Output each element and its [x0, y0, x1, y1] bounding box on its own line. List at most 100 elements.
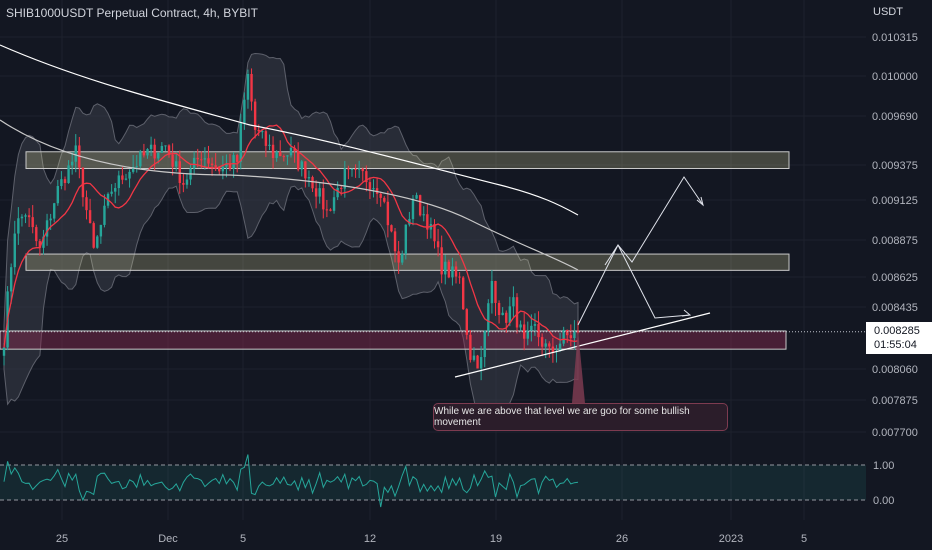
candle-body	[494, 280, 497, 303]
projection-arrowhead-2	[681, 309, 692, 317]
candle-body	[239, 123, 242, 162]
rsi-line	[3, 454, 579, 508]
candle-body	[386, 201, 390, 226]
candle-body	[497, 302, 501, 316]
candle-body	[185, 179, 189, 185]
projection-path	[577, 176, 704, 326]
candle-body	[182, 182, 185, 185]
moving-average-medium	[0, 119, 579, 271]
y-tick-label: 0.008625	[872, 272, 918, 284]
candle-body	[128, 171, 131, 179]
candle-body	[311, 177, 314, 189]
candle-body	[146, 149, 149, 156]
candle-body	[99, 224, 103, 237]
candle-body	[49, 218, 52, 221]
candle-body	[250, 74, 253, 102]
annotation-text: While we are above that level we are goo…	[434, 406, 690, 428]
candle-body	[131, 166, 135, 172]
candle-body	[60, 179, 63, 187]
y-tick-label: 0.007700	[872, 427, 918, 439]
candle-body	[368, 182, 372, 190]
candle-body	[390, 225, 393, 232]
candle-body	[347, 168, 350, 170]
candle-body	[404, 224, 407, 254]
x-tick-label: 26	[616, 533, 628, 545]
rsi-tick-label: 1.00	[873, 460, 894, 472]
candle-body	[422, 214, 425, 216]
candle-body	[569, 335, 573, 339]
candle-body	[325, 209, 329, 211]
candle-body	[469, 334, 472, 360]
candle-body	[214, 165, 217, 167]
candle-body	[63, 179, 67, 183]
candle-body	[505, 312, 508, 323]
candle-body	[160, 145, 164, 153]
candle-body	[218, 166, 221, 172]
candle-body	[462, 277, 465, 310]
candle-body	[540, 337, 544, 347]
candle-body	[408, 219, 411, 225]
candle-body	[53, 203, 56, 219]
moving-average-long	[0, 44, 579, 216]
candle-body	[279, 151, 282, 157]
candle-body	[533, 324, 537, 326]
candle-body	[135, 166, 138, 168]
current-price: 0.008285	[874, 325, 920, 337]
projection-arrowhead	[696, 196, 704, 207]
candle-body	[139, 151, 142, 167]
candle-body	[192, 157, 196, 169]
zone-3	[0, 330, 787, 350]
candle-body	[117, 175, 120, 189]
candle-body	[178, 161, 181, 183]
candle-body	[27, 215, 31, 218]
candle-body	[551, 346, 555, 353]
candle-body	[264, 131, 268, 146]
candle-body	[573, 331, 576, 339]
candle-body	[275, 151, 278, 158]
candle-body	[103, 205, 106, 225]
candle-body	[476, 355, 479, 369]
candle-body	[372, 188, 375, 190]
candle-body	[304, 161, 307, 179]
candle-body	[31, 217, 34, 228]
candle-body	[92, 223, 95, 248]
candle-body	[501, 312, 504, 316]
bar-countdown: 01:55:04	[874, 339, 917, 351]
rsi-band	[0, 465, 866, 500]
candle-body	[418, 195, 422, 216]
candle-body	[530, 325, 533, 331]
candle-body	[307, 177, 311, 179]
candle-body	[329, 209, 332, 211]
candle-body	[268, 144, 271, 146]
x-tick-label: Dec	[158, 533, 178, 545]
candle-body	[246, 74, 250, 100]
candle-body	[447, 261, 451, 278]
y-tick-label: 0.008875	[872, 235, 918, 247]
candle-body	[253, 101, 257, 130]
candle-body	[300, 161, 303, 170]
candle-body	[465, 309, 468, 335]
candle-body	[544, 343, 547, 347]
candle-body	[9, 267, 13, 292]
candle-body	[365, 171, 368, 183]
candle-body	[548, 343, 551, 347]
x-tick-label: 5	[801, 533, 807, 545]
candle-body	[261, 131, 264, 133]
x-tick-label: 25	[56, 533, 68, 545]
callout-pointer	[572, 330, 585, 403]
candle-body	[479, 357, 483, 369]
candle-body	[451, 266, 454, 278]
candle-body	[401, 253, 404, 263]
candle-body	[164, 145, 167, 147]
candle-body	[210, 163, 214, 166]
candle-body	[458, 276, 461, 278]
candle-body	[383, 197, 386, 202]
candle-body	[13, 233, 16, 268]
candle-body	[318, 188, 321, 197]
trendline-support	[454, 312, 711, 378]
candle-body	[454, 266, 458, 277]
candle-body	[322, 188, 325, 210]
candle-body	[361, 168, 364, 172]
candle-body	[296, 150, 300, 170]
